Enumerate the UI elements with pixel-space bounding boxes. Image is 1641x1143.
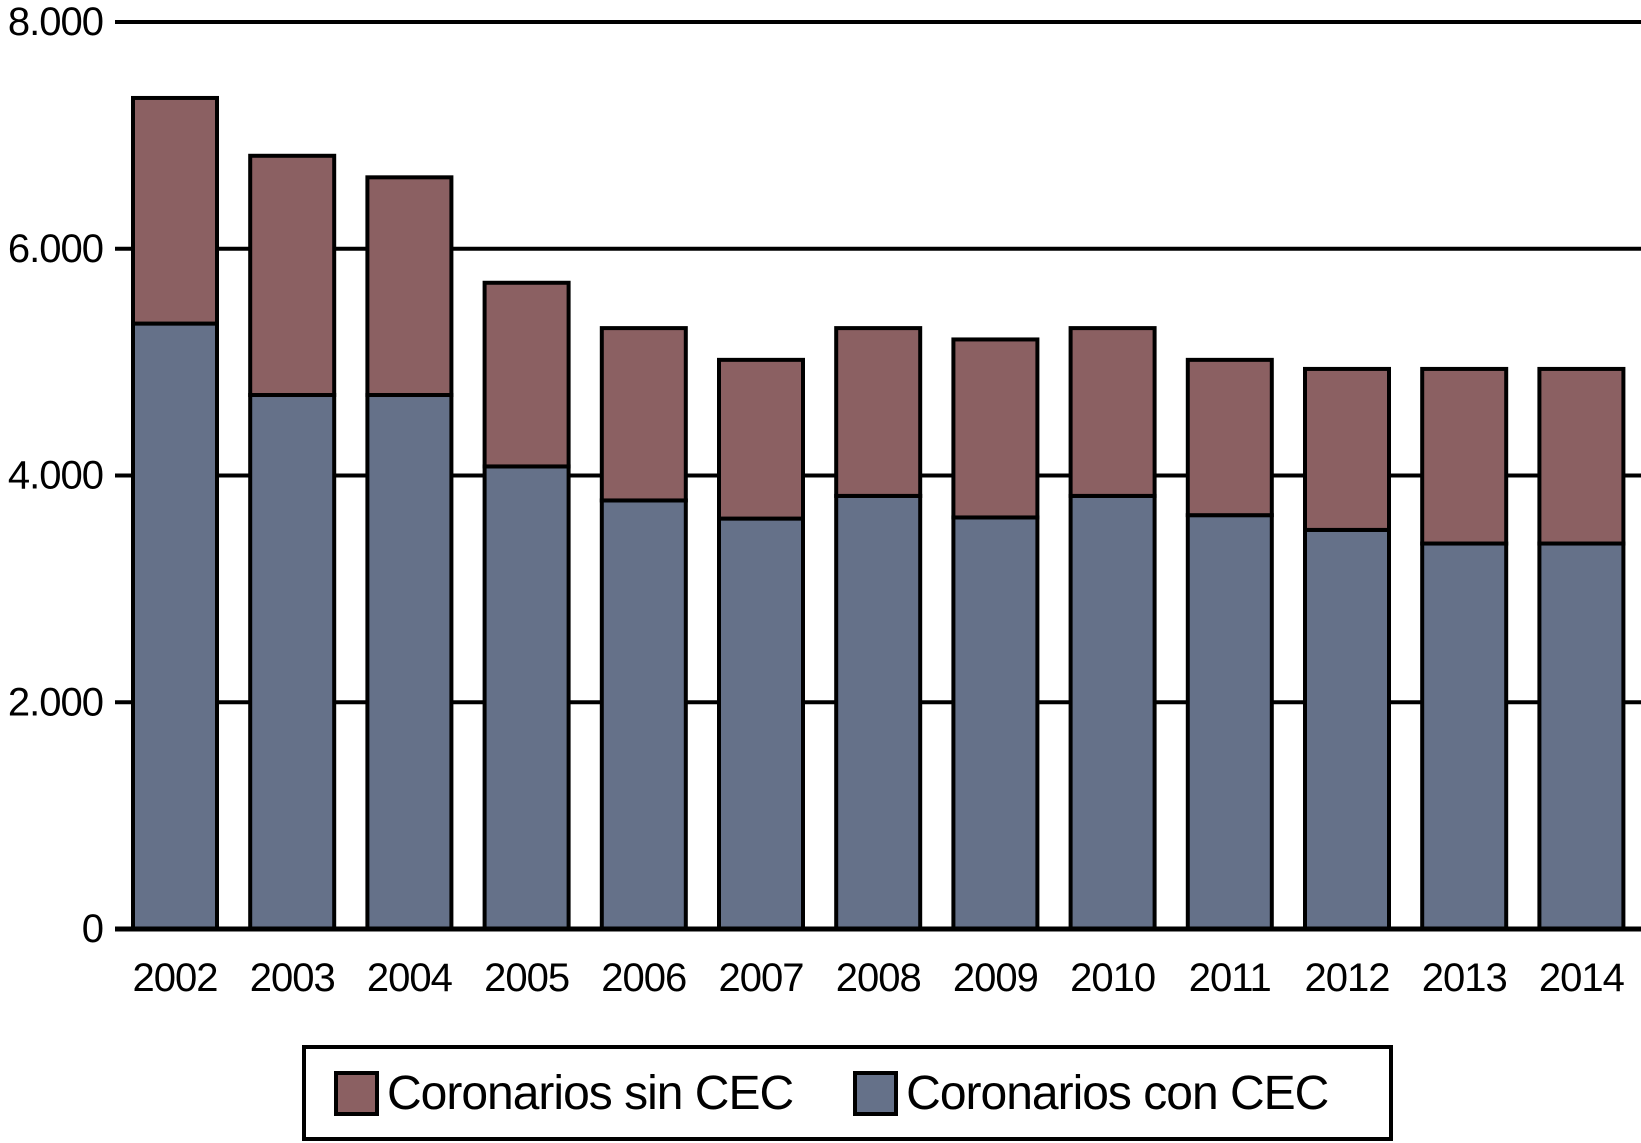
y-tick-label-8.000: 8.000 [8, 0, 103, 44]
bar-segment-2002-sin-cec [131, 95, 219, 326]
bar-segment-2005-con-cec [482, 464, 571, 931]
bar-segment-2011-sin-cec [1185, 357, 1274, 518]
x-tick-label-2014: 2014 [1539, 956, 1625, 1000]
bar-segment-2005-sin-cec [482, 280, 571, 469]
legend-swatch-con-cec-icon [853, 1070, 899, 1116]
legend-label-sin-cec: Coronarios sin CEC [387, 1066, 794, 1120]
bar-segment-2012-sin-cec [1303, 366, 1391, 532]
bar-segment-2002-con-cec [131, 321, 219, 931]
bar-segment-2007-sin-cec [717, 357, 805, 521]
x-tick-label-2003: 2003 [250, 956, 335, 1000]
legend-swatch-sin-cec-icon [334, 1070, 379, 1116]
y-tick-label-6.000: 6.000 [8, 227, 103, 271]
bar-segment-2009-sin-cec [951, 337, 1040, 520]
legend-item-con-cec: Coronarios con CEC [853, 1066, 1329, 1121]
x-tick-label-2011: 2011 [1189, 956, 1271, 1000]
bar-segment-2003-con-cec [248, 393, 337, 932]
x-tick-label-2002: 2002 [133, 956, 218, 1000]
y-tick-label-4.000: 4.000 [8, 454, 103, 498]
x-tick-label-2008: 2008 [836, 956, 921, 1000]
bar-segment-2010-con-cec [1068, 493, 1157, 931]
legend: Coronarios sin CEC Coronarios con CEC [302, 1045, 1393, 1141]
bar-segment-2007-con-cec [717, 516, 805, 932]
bar-segment-2013-con-cec [1420, 541, 1509, 932]
x-tick-label-2013: 2013 [1422, 956, 1507, 1000]
bar-segment-2012-con-cec [1303, 527, 1391, 931]
bar-segment-2006-con-cec [599, 498, 688, 931]
bar-segment-2014-con-cec [1537, 541, 1626, 932]
x-tick-label-2007: 2007 [719, 956, 804, 1000]
x-tick-label-2009: 2009 [953, 956, 1038, 1000]
legend-item-sin-cec: Coronarios sin CEC [334, 1066, 794, 1121]
bar-segment-2014-sin-cec [1537, 366, 1626, 546]
bar-segment-2004-con-cec [365, 393, 454, 932]
bar-segment-2008-sin-cec [834, 326, 923, 498]
bar-segment-2008-con-cec [834, 493, 923, 931]
bar-segment-2011-con-cec [1185, 513, 1274, 932]
x-tick-label-2005: 2005 [484, 956, 569, 1000]
bar-segment-2003-sin-cec [248, 153, 337, 398]
bar-segment-2006-sin-cec [599, 326, 688, 503]
bar-segment-2013-sin-cec [1420, 366, 1509, 546]
x-tick-label-2006: 2006 [601, 956, 686, 1000]
bar-segment-2010-sin-cec [1068, 326, 1157, 498]
bar-segment-2009-con-cec [951, 515, 1040, 931]
y-tick-label-0: 0 [82, 907, 103, 951]
bar-segment-2004-sin-cec [365, 175, 454, 398]
x-tick-label-2010: 2010 [1070, 956, 1155, 1000]
x-tick-label-2004: 2004 [367, 956, 453, 1000]
x-tick-label-2012: 2012 [1305, 956, 1390, 1000]
y-tick-label-2.000: 2.000 [8, 680, 103, 724]
legend-label-con-cec: Coronarios con CEC [906, 1066, 1329, 1120]
